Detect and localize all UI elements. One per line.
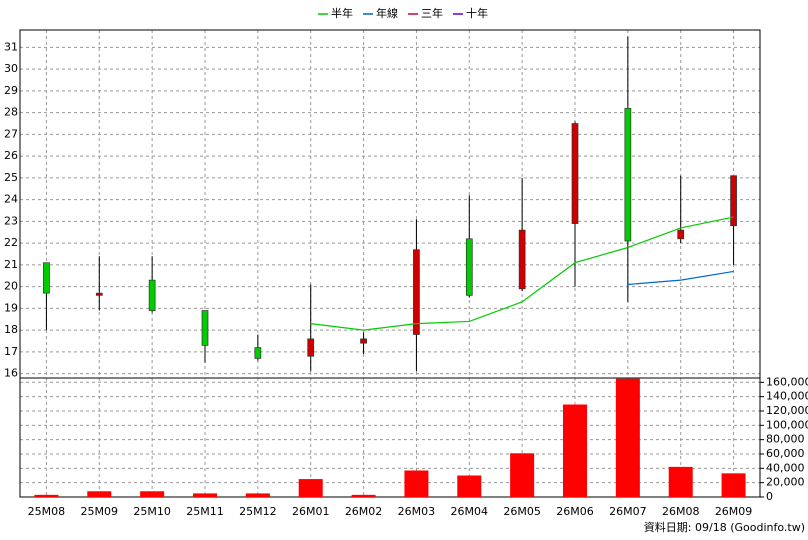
candle-body bbox=[413, 249, 420, 335]
y-tick-label: 24 bbox=[4, 193, 18, 206]
x-tick-label: 26M01 bbox=[292, 505, 330, 518]
x-tick-label: 25M11 bbox=[186, 505, 224, 518]
y-tick-label: 27 bbox=[4, 127, 18, 140]
y-tick-label: 16 bbox=[4, 367, 18, 380]
x-tick-label: 26M05 bbox=[503, 505, 541, 518]
y-tick-label: 29 bbox=[4, 84, 18, 97]
x-tick-label: 25M12 bbox=[239, 505, 277, 518]
y-tick-label: 18 bbox=[4, 323, 18, 336]
volume-bar bbox=[668, 466, 693, 497]
y-tick-label: 20 bbox=[4, 280, 18, 293]
y-tick-label: 28 bbox=[4, 106, 18, 119]
x-tick-label: 26M07 bbox=[609, 505, 647, 518]
y-tick-label: 30 bbox=[4, 62, 18, 75]
x-tick-label: 25M10 bbox=[133, 505, 171, 518]
legend-label: 年線 bbox=[376, 6, 398, 20]
y-tick-label: 21 bbox=[4, 258, 18, 271]
y-tick-label: 23 bbox=[4, 214, 18, 227]
legend-label: 半年 bbox=[331, 6, 353, 20]
legend-label: 三年 bbox=[421, 6, 443, 20]
candle-body bbox=[518, 229, 526, 290]
x-tick-label: 26M04 bbox=[451, 505, 489, 518]
volume-bar bbox=[34, 494, 59, 497]
annotation: 資料日期: 09/18 (Goodinfo.tw) bbox=[644, 520, 805, 534]
candle-body bbox=[360, 338, 367, 344]
candle-body bbox=[465, 238, 473, 296]
plot-frame bbox=[19, 29, 761, 498]
y2-tick-label: 40,000 bbox=[766, 461, 805, 474]
volume-bar bbox=[245, 493, 270, 497]
y-tick-label: 31 bbox=[4, 40, 18, 53]
y2-tick-label: 60,000 bbox=[766, 447, 805, 460]
y-tick-label: 26 bbox=[4, 149, 18, 162]
candle-body bbox=[571, 123, 579, 224]
y2-tick-label: 120,000 bbox=[766, 404, 808, 417]
x-tick-label: 25M09 bbox=[81, 505, 119, 518]
candle-body bbox=[307, 338, 315, 357]
candle-body bbox=[677, 229, 685, 240]
x-tick-label: 26M03 bbox=[398, 505, 436, 518]
volume-bar bbox=[404, 470, 429, 497]
y-tick-label: 22 bbox=[4, 236, 18, 249]
y-tick-label: 17 bbox=[4, 345, 18, 358]
volume-bar bbox=[193, 493, 217, 497]
candle-body bbox=[624, 107, 632, 242]
ma-line bbox=[310, 216, 734, 331]
volume-bar bbox=[563, 404, 587, 497]
y2-tick-label: 20,000 bbox=[766, 476, 805, 489]
y2-tick-label: 0 bbox=[766, 490, 773, 503]
y2-tick-label: 160,000 bbox=[766, 375, 808, 388]
y-tick-label: 19 bbox=[4, 301, 18, 314]
candle-body bbox=[95, 292, 103, 296]
volume-bar bbox=[87, 491, 112, 497]
y2-tick-label: 100,000 bbox=[766, 418, 808, 431]
y2-tick-label: 80,000 bbox=[766, 433, 805, 446]
volume-bar bbox=[510, 453, 535, 497]
ma-line bbox=[627, 270, 734, 286]
x-tick-label: 26M06 bbox=[556, 505, 594, 518]
x-tick-label: 26M08 bbox=[662, 505, 700, 518]
legend-label: 十年 bbox=[466, 6, 488, 20]
volume-bar bbox=[140, 491, 165, 497]
x-tick-label: 25M08 bbox=[28, 505, 66, 518]
candle-body bbox=[201, 310, 209, 346]
x-tick-label: 26M09 bbox=[715, 505, 753, 518]
candle-body bbox=[730, 175, 737, 227]
x-tick-label: 26M02 bbox=[345, 505, 383, 518]
volume-bar bbox=[457, 475, 482, 497]
volume-bar bbox=[351, 494, 376, 497]
candle-body bbox=[254, 347, 262, 359]
volume-bar bbox=[298, 479, 323, 497]
volume-bar bbox=[615, 378, 640, 497]
y2-tick-label: 140,000 bbox=[766, 390, 808, 403]
candle-body bbox=[43, 262, 50, 294]
volume-bar bbox=[721, 473, 746, 497]
candle-body bbox=[148, 279, 156, 311]
y-tick-label: 25 bbox=[4, 171, 18, 184]
